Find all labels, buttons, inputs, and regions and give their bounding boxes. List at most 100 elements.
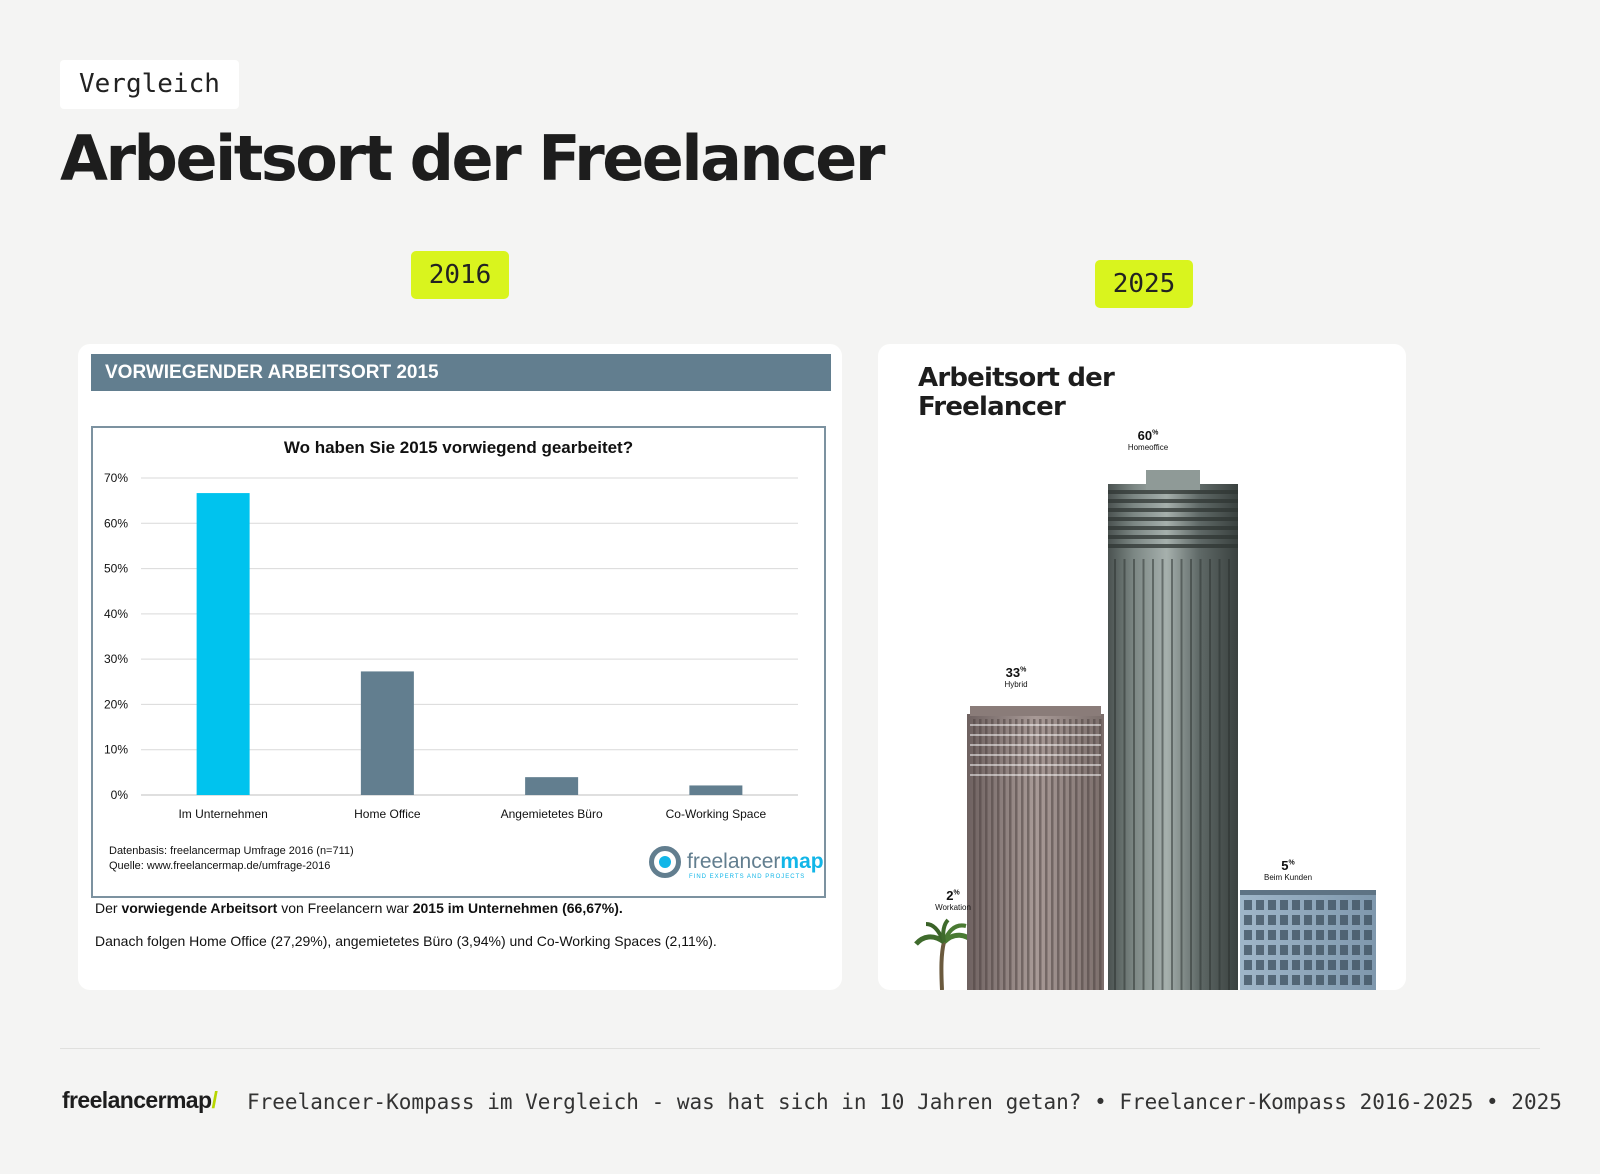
kunden-window [1352,915,1360,925]
tower-band [1108,544,1238,548]
kunden-window [1352,930,1360,940]
y-tick-label: 0% [111,788,129,802]
footer-logo: freelancermap/ [62,1087,218,1113]
kunden-window [1364,960,1372,970]
buildings-illustration [914,470,1376,990]
chart-title: Wo haben Sie 2015 vorwiegend gearbeitet? [283,438,634,457]
kunden-window [1256,960,1264,970]
hybrid-floor-line [970,724,1101,726]
tower-mullion [1152,559,1154,990]
chart-card-2016: VORWIEGENDER ARBEITSORT 2015 Wo haben Si… [78,344,842,990]
kunden-window [1364,975,1372,985]
hybrid-fin [1003,719,1006,990]
tower-mullion [1171,559,1173,990]
kunden-window [1304,930,1312,940]
kunden-window [1340,915,1348,925]
kunden-window [1352,960,1360,970]
hybrid-fin [1033,719,1036,990]
bar [196,493,250,795]
kunden-window [1292,975,1300,985]
kunden-window [1280,975,1288,985]
kunden-window [1304,900,1312,910]
kunden-window [1328,960,1336,970]
kunden-window [1364,930,1372,940]
kunden-window [1280,900,1288,910]
page-title: Arbeitsort der Freelancer [60,122,885,195]
year-badge-2016: 2016 [411,251,509,299]
hybrid-fin [1093,719,1096,990]
palm-tree-icon [914,918,975,990]
hybrid-fin [991,719,994,990]
hybrid-fin [1051,719,1054,990]
hybrid-floor-line [970,744,1101,746]
x-tick-label: Home Office [354,807,421,821]
kunden-window [1268,915,1276,925]
hybrid-fin [1021,719,1024,990]
hybrid-fin [1087,719,1090,990]
kunden-window [1280,960,1288,970]
hybrid-roof [970,706,1101,716]
kunden-window [1256,930,1264,940]
kunden-window [1304,960,1312,970]
label-hybrid: 33% Hybrid [1004,665,1028,689]
hybrid-fin [985,719,988,990]
kunden-window [1256,900,1264,910]
hybrid-fin [1057,719,1060,990]
kunden-window [1364,945,1372,955]
tower-band [1108,490,1238,494]
kunden-window [1340,930,1348,940]
bar [689,785,743,795]
kunden-window [1268,930,1276,940]
kunden-window [1244,930,1252,940]
kunden-building [1240,890,1376,990]
kunden-window [1280,945,1288,955]
kunden-window [1328,975,1336,985]
tower-mullion [1133,559,1135,990]
y-tick-label: 60% [104,516,128,530]
hybrid-fin [1069,719,1072,990]
y-tick-label: 40% [104,607,128,621]
tower-mullion [1114,559,1116,990]
hybrid-fin [979,719,982,990]
hybrid-building [967,706,1104,990]
tower-mullion [1161,559,1164,990]
kunden-window [1244,915,1252,925]
caption-main: Der vorwiegende Arbeitsort von Freelance… [95,900,623,916]
kunden-window [1304,975,1312,985]
caption-secondary: Danach folgen Home Office (27,29%), ange… [95,933,717,949]
tower-mullion [1190,559,1192,990]
tower-band [1108,508,1238,512]
hybrid-fin [1045,719,1048,990]
hybrid-floor-line [970,754,1101,756]
kunden-window [1328,945,1336,955]
kunden-window [1268,945,1276,955]
kunden-window [1244,900,1252,910]
kunden-window [1316,900,1324,910]
kunden-window [1256,945,1264,955]
source-line-1: Datenbasis: freelancermap Umfrage 2016 (… [109,845,354,857]
kunden-window [1292,945,1300,955]
footer-divider [60,1048,1540,1049]
kunden-window [1340,945,1348,955]
x-tick-label: Im Unternehmen [178,807,267,821]
kunden-window [1316,915,1324,925]
kunden-window [1364,915,1372,925]
kunden-window [1256,915,1264,925]
tower-band [1108,526,1238,530]
homeoffice-tower [1108,470,1238,990]
kunden-roof [1240,890,1376,895]
y-tick-label: 10% [104,743,128,757]
x-tick-label: Co-Working Space [666,807,767,821]
kunden-window [1280,930,1288,940]
tower-mullion [1199,559,1202,990]
y-tick-label: 50% [104,562,128,576]
category-tag: Vergleich [60,60,239,109]
hybrid-fin [1063,719,1066,990]
tower-mullion [1142,559,1145,990]
kunden-window [1244,960,1252,970]
kunden-window [1316,945,1324,955]
year-badge-2025: 2025 [1095,260,1193,308]
x-tick-label: Angemietetes Büro [501,807,603,821]
kunden-window [1304,915,1312,925]
logo-tagline: FIND EXPERTS AND PROJECTS [689,874,806,880]
